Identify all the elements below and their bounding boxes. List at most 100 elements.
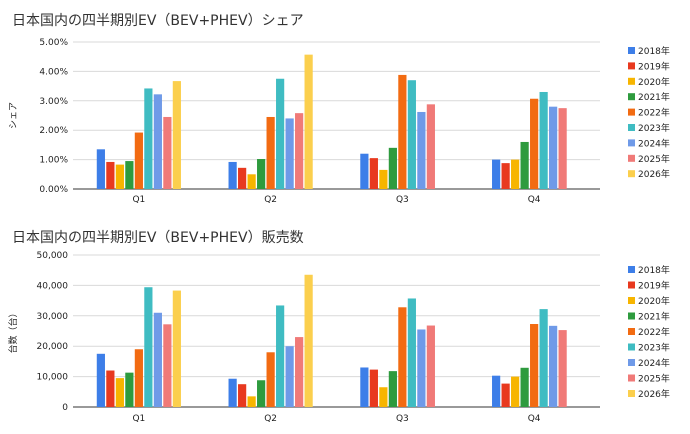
legend-swatch	[628, 266, 635, 273]
bar	[247, 396, 256, 407]
bar	[511, 376, 520, 407]
legend-swatch	[628, 374, 635, 382]
x-category-label: Q3	[396, 195, 409, 205]
bar	[228, 378, 237, 407]
bar	[144, 287, 153, 407]
sales-chart-title: 日本国内の四半期別EV（BEV+PHEV）販売数	[12, 230, 304, 246]
x-category-label: Q4	[528, 195, 541, 205]
sales-chart: 0 10,000 20,000 30,000 40,000 50,000 台数（台） Q1 Q2…	[7, 251, 670, 424]
legend-label: 2018年	[638, 45, 670, 57]
bar	[257, 380, 266, 407]
bar	[285, 118, 294, 189]
x-category-label: Q2	[264, 195, 277, 205]
x-category-label: Q1	[132, 414, 145, 424]
bar	[96, 149, 105, 189]
bar	[304, 274, 313, 407]
bar	[276, 305, 285, 407]
bar	[492, 159, 501, 189]
bar	[417, 111, 426, 189]
bar	[266, 352, 275, 407]
bar	[125, 372, 134, 407]
bar	[134, 132, 143, 189]
bar	[520, 141, 529, 189]
legend-swatch	[628, 312, 635, 320]
legend-swatch	[628, 170, 635, 178]
bar	[304, 54, 313, 189]
bar	[228, 161, 237, 189]
bar	[360, 153, 369, 189]
bar	[426, 104, 435, 189]
legend-label: 2021年	[638, 91, 670, 103]
legend-label: 2025年	[638, 153, 670, 165]
bar	[539, 309, 548, 407]
bar	[398, 74, 407, 189]
y-tick-label: 20,000	[37, 342, 69, 352]
bar	[238, 384, 247, 407]
bar	[163, 324, 172, 407]
legend-label: 2024年	[638, 357, 670, 369]
y-tick-label: 1.00%	[39, 156, 68, 166]
bar	[266, 116, 275, 189]
bar	[238, 167, 247, 189]
bar	[115, 378, 124, 407]
bar	[369, 369, 378, 407]
bar	[106, 370, 115, 407]
bar	[153, 312, 162, 407]
y-tick-label: 10,000	[37, 373, 69, 383]
legend-swatch	[628, 139, 635, 147]
x-category-label: Q3	[396, 414, 409, 424]
bar	[285, 346, 294, 407]
bar	[257, 159, 266, 189]
bar	[539, 91, 548, 189]
legend-swatch	[628, 47, 635, 54]
legend-label: 2022年	[638, 107, 670, 119]
legend-swatch	[628, 359, 635, 366]
legend-swatch	[628, 343, 635, 351]
bar	[153, 94, 162, 189]
bar	[172, 290, 181, 407]
y-tick-label: 4.00%	[39, 67, 68, 77]
bar	[520, 367, 529, 407]
bar	[407, 80, 416, 189]
bar	[501, 163, 510, 189]
bar	[172, 81, 181, 189]
y-tick-label: 3.00%	[39, 97, 68, 107]
bar	[144, 88, 153, 189]
bar	[549, 325, 558, 407]
bar	[558, 108, 567, 189]
y-axis-title: シェア	[9, 102, 19, 129]
legend-label: 2018年	[638, 264, 670, 276]
bar	[530, 98, 539, 189]
y-tick-label: 50,000	[37, 251, 69, 261]
legend-label: 2019年	[638, 280, 670, 292]
bar	[558, 330, 567, 407]
legend-swatch	[628, 62, 635, 70]
y-axis-title: 台数（台）	[7, 308, 19, 353]
share-chart: 0.00% 1.00% 2.00% 3.00% 4.00% 5.00% シェア Q1 Q2 Q3 Q…	[9, 38, 670, 205]
bar	[549, 106, 558, 189]
y-tick-label: 2.00%	[39, 126, 68, 136]
legend-swatch	[628, 328, 635, 335]
bar	[530, 324, 539, 407]
y-tick-label: 30,000	[37, 312, 69, 322]
bar	[96, 353, 105, 407]
legend-label: 2025年	[638, 373, 670, 385]
bar	[407, 298, 416, 407]
legend-swatch	[628, 297, 635, 304]
legend-swatch	[628, 154, 635, 162]
bar	[417, 329, 426, 407]
bar	[388, 371, 397, 407]
bar	[106, 161, 115, 189]
legend-swatch	[628, 390, 635, 397]
bar	[276, 78, 285, 189]
bar	[426, 325, 435, 407]
x-category-label: Q1	[132, 195, 145, 205]
bar	[501, 383, 510, 407]
bar	[369, 158, 378, 189]
share-chart-panel: 日本国内の四半期別EV（BEV+PHEV）シェア 0.00% 1.00% 2.00%…	[0, 0, 690, 215]
bar	[125, 161, 134, 189]
legend-label: 2023年	[638, 122, 670, 134]
x-category-label: Q2	[264, 414, 277, 424]
bar	[379, 169, 388, 189]
y-tick-label: 40,000	[37, 281, 69, 291]
